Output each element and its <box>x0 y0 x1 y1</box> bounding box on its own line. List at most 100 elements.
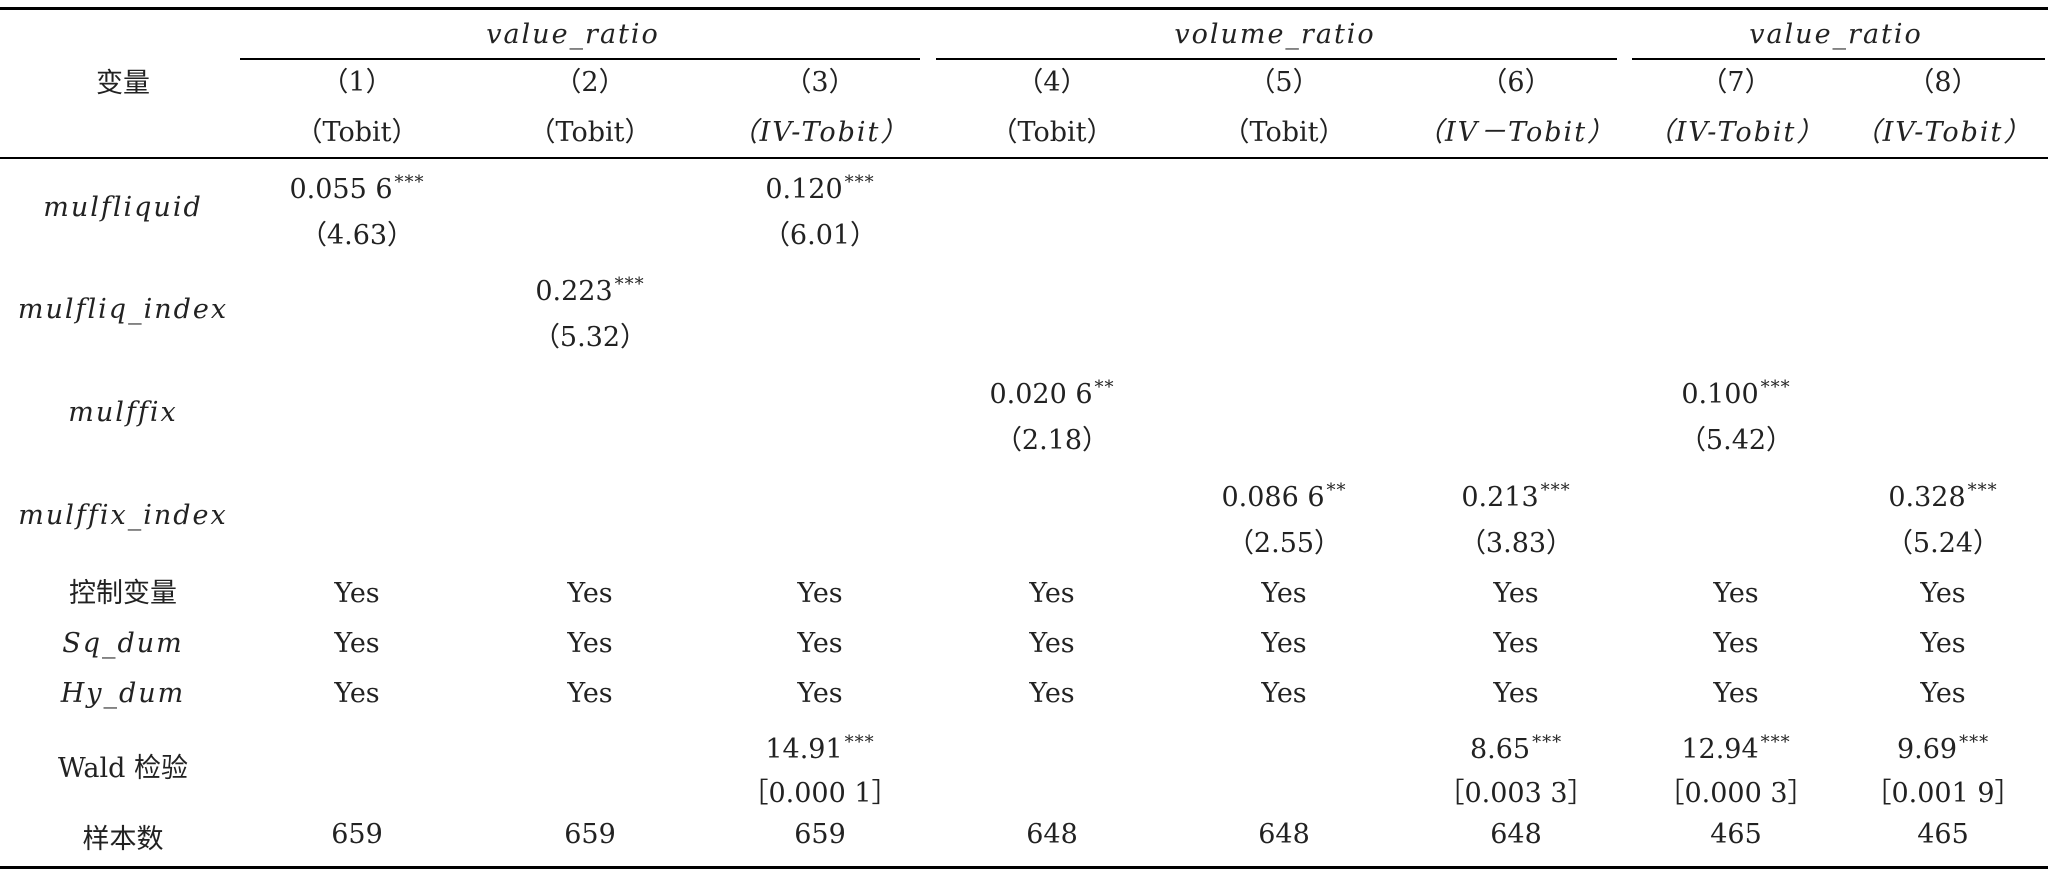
yes-cell: Yes <box>567 678 613 709</box>
yes-cell: Yes <box>1713 578 1759 609</box>
coef-value: 14.91 <box>765 734 843 765</box>
column-method: （Tobit） <box>295 117 419 148</box>
coef-value: 8.65 <box>1469 734 1531 765</box>
table-rule <box>0 157 2048 159</box>
yes-cell: Yes <box>1920 678 1966 709</box>
coef-cell: 0.086 6 ** <box>1221 476 1346 513</box>
tstat-cell: （2.18） <box>994 425 1110 456</box>
tstat-cell: （2.55） <box>1226 528 1342 559</box>
yes-cell: Yes <box>797 578 843 609</box>
row-label: mulffix <box>68 397 178 428</box>
yes-cell: Yes <box>1261 578 1307 609</box>
column-method: （IV－Tobit） <box>1415 117 1617 148</box>
yes-cell: Yes <box>797 628 843 659</box>
coef-value: 0.213 <box>1461 482 1539 513</box>
yes-cell: Yes <box>1029 678 1075 709</box>
group-underline <box>936 58 1617 60</box>
coef-cell: 0.020 6 ** <box>989 373 1114 410</box>
column-number: （1） <box>321 67 393 98</box>
significance-stars: *** <box>1967 480 1998 501</box>
significance-stars: *** <box>844 732 875 753</box>
wald-stat-cell: 12.94 *** <box>1681 728 1790 765</box>
table-rule <box>0 7 2048 10</box>
column-method: （IV-Tobit） <box>730 117 910 148</box>
yes-cell: Yes <box>1029 578 1075 609</box>
column-number: （4） <box>1016 67 1088 98</box>
row-label: 样本数 <box>82 824 164 855</box>
column-number: （5） <box>1248 67 1320 98</box>
coef-cell: 0.120 *** <box>765 168 874 205</box>
yes-cell: Yes <box>1713 678 1759 709</box>
n-cell: 648 <box>1490 819 1542 850</box>
column-method: （Tobit） <box>528 117 652 148</box>
wald-stat-cell: 14.91 *** <box>765 728 874 765</box>
coef-value: 0.223 <box>535 276 613 307</box>
column-number: （8） <box>1907 67 1979 98</box>
coef-cell: 0.213 *** <box>1461 476 1570 513</box>
significance-stars: *** <box>1760 732 1791 753</box>
yes-cell: Yes <box>334 628 380 659</box>
n-cell: 465 <box>1917 819 1969 850</box>
tstat-cell: （4.63） <box>299 220 415 251</box>
group-header: value_ratio <box>486 19 660 50</box>
yes-cell: Yes <box>1920 578 1966 609</box>
coef-value: 0.328 <box>1888 482 1966 513</box>
wald-pvalue-cell: ［0.001 9］ <box>1864 778 2022 809</box>
row-label: mulfliq_index <box>17 294 229 325</box>
group-header: value_ratio <box>1749 19 1923 50</box>
column-number: （3） <box>784 67 856 98</box>
tstat-cell: （5.42） <box>1678 425 1794 456</box>
column-number: （2） <box>554 67 626 98</box>
coef-cell: 0.100 *** <box>1681 373 1790 410</box>
coef-value: 12.94 <box>1681 734 1759 765</box>
row-label: Hy_dum <box>60 678 186 709</box>
group-underline <box>240 58 920 60</box>
significance-stars: ** <box>1094 377 1115 398</box>
column-number: （6） <box>1480 67 1552 98</box>
significance-stars: *** <box>1540 480 1571 501</box>
wald-pvalue-cell: ［0.003 3］ <box>1437 778 1595 809</box>
wald-pvalue-cell: ［0.000 1］ <box>741 778 899 809</box>
wald-stat-cell: 8.65 *** <box>1470 728 1562 765</box>
yes-cell: Yes <box>567 628 613 659</box>
column-number: （7） <box>1700 67 1772 98</box>
tstat-cell: （5.32） <box>532 322 648 353</box>
column-method: （Tobit） <box>1222 117 1346 148</box>
tstat-cell: （6.01） <box>762 220 878 251</box>
coef-value: 0.020 6 <box>989 379 1093 410</box>
row-label: mulffix_index <box>18 500 228 531</box>
coef-cell: 0.328 *** <box>1888 476 1997 513</box>
yes-cell: Yes <box>1493 678 1539 709</box>
yes-cell: Yes <box>1493 578 1539 609</box>
coef-cell: 0.055 6 *** <box>289 168 424 205</box>
column-method: （IV-Tobit） <box>1853 117 2033 148</box>
yes-cell: Yes <box>567 578 613 609</box>
column-method: （IV-Tobit） <box>1646 117 1826 148</box>
row-label: 控制变量 <box>69 578 177 609</box>
yes-cell: Yes <box>334 678 380 709</box>
table-rule <box>0 866 2048 869</box>
coef-cell: 0.223 *** <box>535 270 644 307</box>
row-label: mulfliquid <box>43 192 203 223</box>
coef-value: 0.120 <box>765 174 843 205</box>
n-cell: 659 <box>331 819 383 850</box>
n-cell: 648 <box>1258 819 1310 850</box>
wald-stat-cell: 9.69 *** <box>1897 728 1989 765</box>
yes-cell: Yes <box>334 578 380 609</box>
significance-stars: *** <box>844 172 875 193</box>
yes-cell: Yes <box>1713 628 1759 659</box>
yes-cell: Yes <box>1261 678 1307 709</box>
coef-value: 0.055 6 <box>289 174 393 205</box>
tstat-cell: （5.24） <box>1885 528 2001 559</box>
column-method: （Tobit） <box>990 117 1114 148</box>
row-label: Sq_dum <box>62 628 184 659</box>
yes-cell: Yes <box>797 678 843 709</box>
coef-value: 0.100 <box>1681 379 1759 410</box>
wald-pvalue-cell: ［0.000 3］ <box>1657 778 1815 809</box>
yes-cell: Yes <box>1261 628 1307 659</box>
significance-stars: *** <box>1959 732 1990 753</box>
group-underline <box>1632 58 2045 60</box>
yes-cell: Yes <box>1920 628 1966 659</box>
stub-header: 变量 <box>96 68 150 99</box>
yes-cell: Yes <box>1493 628 1539 659</box>
